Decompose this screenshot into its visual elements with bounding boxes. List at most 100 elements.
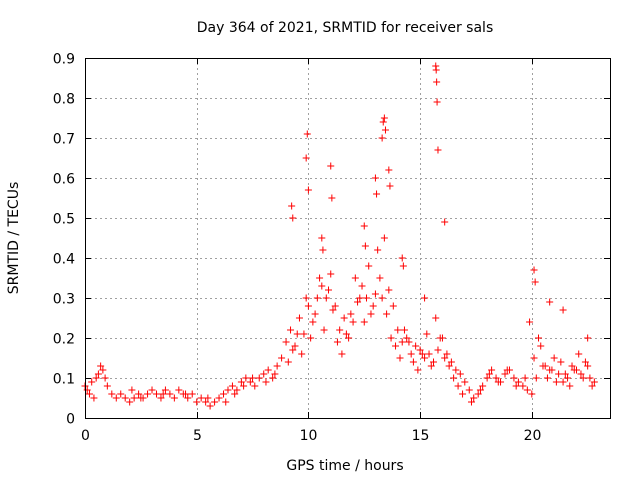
y-tick-label: 0.6 — [53, 172, 75, 188]
data-point — [318, 234, 326, 242]
x-tick-label: 10 — [300, 428, 318, 444]
data-point — [400, 326, 408, 334]
plot-frame — [85, 58, 611, 419]
data-point — [590, 378, 598, 386]
y-tick-label: 0.2 — [53, 332, 75, 348]
data-point — [233, 386, 241, 394]
data-point — [322, 294, 330, 302]
data-point — [262, 378, 270, 386]
data-point — [432, 314, 440, 322]
data-point — [409, 358, 417, 366]
data-point — [521, 374, 529, 382]
data-point — [338, 350, 346, 358]
data-point — [483, 374, 491, 382]
data-point — [403, 334, 411, 342]
data-point — [436, 334, 444, 342]
data-point — [108, 390, 116, 398]
data-point — [575, 350, 583, 358]
x-tick-label: 20 — [524, 428, 542, 444]
data-point — [371, 174, 379, 182]
data-point — [152, 390, 160, 398]
data-point — [456, 370, 464, 378]
data-point — [476, 386, 484, 394]
data-point — [298, 350, 306, 358]
data-point — [273, 362, 281, 370]
data-point — [329, 306, 337, 314]
data-point — [454, 382, 462, 390]
data-point — [320, 326, 328, 334]
data-point — [443, 350, 451, 358]
x-tick-label: 15 — [412, 428, 430, 444]
data-point — [333, 338, 341, 346]
data-point — [358, 282, 366, 290]
data-point — [90, 394, 98, 402]
data-point — [568, 362, 576, 370]
data-point — [561, 370, 569, 378]
data-point — [570, 366, 578, 374]
data-point — [559, 378, 567, 386]
data-point — [427, 362, 435, 370]
data-point — [135, 390, 143, 398]
data-point — [289, 214, 297, 222]
data-point — [494, 378, 502, 386]
data-point — [485, 370, 493, 378]
data-point — [170, 394, 178, 402]
data-point — [503, 366, 511, 374]
data-point — [282, 338, 290, 346]
data-point — [260, 370, 268, 378]
data-point — [242, 374, 250, 382]
data-point — [362, 294, 370, 302]
data-point — [459, 390, 467, 398]
data-point — [432, 66, 440, 74]
data-point — [586, 374, 594, 382]
data-point — [396, 354, 404, 362]
data-point — [537, 342, 545, 350]
data-point — [166, 390, 174, 398]
data-point — [378, 134, 386, 142]
data-point — [94, 370, 102, 378]
data-point — [88, 378, 96, 386]
data-point — [361, 242, 369, 250]
data-point — [546, 298, 554, 306]
data-point — [264, 366, 272, 374]
data-point — [269, 374, 277, 382]
data-point — [83, 386, 91, 394]
data-point — [97, 362, 105, 370]
data-point — [340, 314, 348, 322]
data-point — [386, 182, 394, 190]
data-point — [387, 334, 395, 342]
data-point — [421, 294, 429, 302]
data-point — [148, 386, 156, 394]
data-point — [354, 298, 362, 306]
data-point — [137, 394, 145, 402]
x-tick-label: 0 — [81, 428, 90, 444]
data-point — [539, 362, 547, 370]
data-point — [550, 354, 558, 362]
data-point — [222, 398, 230, 406]
data-point — [159, 390, 167, 398]
data-point — [327, 270, 335, 278]
data-point — [376, 274, 384, 282]
data-point — [530, 354, 538, 362]
data-point — [535, 334, 543, 342]
data-point — [421, 354, 429, 362]
data-point — [144, 390, 152, 398]
data-point — [175, 386, 183, 394]
data-point — [351, 274, 359, 282]
data-point — [531, 278, 539, 286]
data-point — [385, 286, 393, 294]
data-point — [287, 326, 295, 334]
data-point — [381, 126, 389, 134]
data-point — [512, 382, 520, 390]
data-point — [304, 186, 312, 194]
data-point — [379, 118, 387, 126]
data-point — [313, 294, 321, 302]
data-point — [220, 390, 228, 398]
data-point — [336, 326, 344, 334]
data-point — [380, 114, 388, 122]
data-point — [182, 390, 190, 398]
data-point — [470, 394, 478, 402]
y-tick-label: 0.7 — [53, 132, 75, 148]
data-point — [128, 386, 136, 394]
data-point — [103, 382, 111, 390]
